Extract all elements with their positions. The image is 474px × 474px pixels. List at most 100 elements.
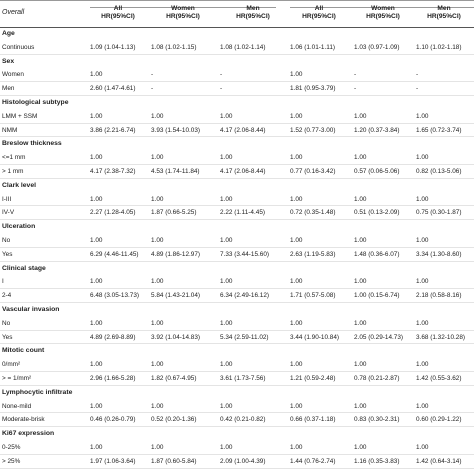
hr-cell: -: [220, 71, 223, 79]
hr-cell: 0.82 (0.13-5.06): [416, 167, 462, 175]
hr-cell: 2.09 (1.00-4.39): [220, 457, 266, 465]
hr-cell: -: [151, 71, 154, 79]
group-label: Clinical stage: [2, 264, 46, 272]
hr-cell: 0.57 (0.06-5.06): [354, 167, 400, 175]
hr-cell: 0.72 (0.35-1.48): [290, 209, 336, 217]
col-header-multi-men: Men HR(95%CI): [416, 5, 472, 21]
row-label: Men: [2, 85, 15, 93]
row-label: LMM + SSM: [2, 112, 38, 120]
hr-cell: 1.00: [354, 112, 367, 120]
table-row: I 1.00 1.00 1.00 1.00 1.00 1.00: [0, 275, 474, 290]
col-header-bottom: HR(95%CI): [101, 13, 135, 20]
row-label: No: [2, 319, 11, 327]
hr-cell: 3.92 (1.04-14.83): [151, 333, 201, 341]
col-header-multi-women: Women HR(95%CI): [354, 5, 412, 21]
row-label: > = 1/mm²: [2, 374, 32, 382]
table-group-row: Ulceration: [0, 220, 474, 234]
row-label: 2-4: [2, 292, 12, 300]
hr-cell: 0.66 (0.37-1.18): [290, 416, 336, 424]
hr-cell: -: [416, 85, 419, 93]
col-header-top: Men: [437, 5, 451, 12]
col-header-uni-men: Men HR(95%CI): [224, 5, 282, 21]
table-row: I-III 1.00 1.00 1.00 1.00 1.00 1.00: [0, 193, 474, 207]
hr-cell: 1.00: [290, 278, 303, 286]
hr-cell: 1.00: [354, 443, 367, 451]
hr-cell: 6.29 (4.46-11.45): [90, 250, 139, 258]
hr-cell: 1.00: [220, 443, 233, 451]
hr-cell: 1.00: [416, 236, 429, 244]
hr-cell: 1.00: [290, 71, 303, 79]
hr-cell: 1.00: [290, 195, 303, 203]
hr-cell: 4.89 (2.69-8.89): [90, 333, 136, 341]
hr-cell: 1.00: [90, 71, 103, 79]
hr-cell: 1.00: [220, 236, 233, 244]
hr-cell: 0.51 (0.13-2.09): [354, 209, 400, 217]
hr-cell: 0.60 (0.29-1.22): [416, 416, 462, 424]
hr-cell: 3.68 (1.32-10.28): [416, 333, 466, 341]
hr-cell: 1.00: [416, 402, 429, 410]
table-row: > 25% 1.97 (1.06-3.64) 1.87 (0.60-5.84) 2.0…: [0, 455, 474, 469]
col-header-top: All: [113, 5, 123, 12]
hr-cell: 1.16 (0.35-3.83): [354, 457, 400, 465]
hr-cell: 0.42 (0.21-0.82): [220, 416, 266, 424]
table-group-row: Mitotic count: [0, 344, 474, 358]
table-row: No 1.00 1.00 1.00 1.00 1.00 1.00: [0, 234, 474, 248]
hr-cell: 1.00: [220, 112, 233, 120]
hr-cell: 1.00: [290, 112, 303, 120]
table-row: None-mild 1.00 1.00 1.00 1.00 1.00 1.00: [0, 400, 474, 414]
col-header-top: All: [314, 5, 324, 12]
hr-cell: 1.00: [220, 154, 233, 162]
hr-cell: 0.75 (0.30-1.87): [416, 209, 462, 217]
hr-cell: 1.00: [90, 319, 103, 327]
group-label: Ki67 expression: [2, 430, 55, 438]
group-label: Ulceration: [2, 223, 36, 231]
hr-cell: 1.08 (1.02-1.14): [220, 43, 266, 51]
table-row: <=1 mm 1.00 1.00 1.00 1.00 1.00 1.00: [0, 151, 474, 165]
table-row: Moderate-brisk 0.46 (0.26-0.79) 0.52 (0.20…: [0, 413, 474, 428]
table-row: 0/mm² 1.00 1.00 1.00 1.00 1.00 1.00: [0, 358, 474, 372]
hr-cell: 0.77 (0.16-3.42): [290, 167, 336, 175]
group-label: Histological subtype: [2, 98, 69, 106]
hr-cell: 1.00: [290, 443, 303, 451]
col-header-top: Women: [171, 5, 195, 12]
row-label: NMM: [2, 126, 18, 134]
col-header-uni-all: All HR(95%CI): [92, 5, 144, 21]
table-row: > 1 mm 4.17 (2.38-7.32) 4.53 (1.74-11.84) 4…: [0, 165, 474, 179]
table-group-row: Age: [0, 27, 474, 41]
hr-cell: 1.00: [151, 443, 164, 451]
hr-cell: 1.00: [354, 361, 367, 369]
hr-cell: 3.86 (2.21-6.74): [90, 126, 136, 134]
hr-cell: 1.00: [416, 319, 429, 327]
group-label: Age: [2, 30, 15, 37]
hr-cell: -: [416, 71, 419, 79]
hr-cell: 1.00: [416, 278, 429, 286]
hr-cell: -: [151, 85, 154, 93]
row-label: I-III: [2, 195, 12, 203]
hr-cell: 4.89 (1.86-12.97): [151, 250, 201, 258]
hr-cell: 2.18 (0.58-8.16): [416, 292, 462, 300]
hr-cell: 2.05 (0.29-14.73): [354, 333, 404, 341]
hr-cell: 1.20 (0.37-3.84): [354, 126, 400, 134]
hr-cell: 4.17 (2.38-7.32): [90, 167, 136, 175]
table-row: LMM + SSM 1.00 1.00 1.00 1.00 1.00 1.00: [0, 110, 474, 124]
hr-cell: 1.21 (0.59-2.48): [290, 374, 336, 382]
table-row: Continuous 1.09 (1.04-1.13) 1.08 (1.02-1.1…: [0, 41, 474, 55]
hr-cell: 4.53 (1.74-11.84): [151, 167, 200, 175]
hr-cell: 1.00: [354, 319, 367, 327]
row-label: IV-V: [2, 209, 15, 217]
table-row: Women 1.00 - - 1.00 - -: [0, 68, 474, 83]
hr-cell: 1.87 (0.66-5.25): [151, 209, 197, 217]
hr-cell: 3.44 (1.90-10.84): [290, 333, 340, 341]
hr-cell: 2.22 (1.11-4.45): [220, 209, 265, 217]
row-label: Yes: [2, 250, 13, 258]
table-group-row: Breslow thickness: [0, 137, 474, 151]
hr-cell: 1.00: [354, 236, 367, 244]
hr-cell: 1.00: [90, 112, 103, 120]
hr-cell: 1.52 (0.77-3.00): [290, 126, 336, 134]
hr-cell: 1.00: [220, 195, 233, 203]
hr-cell: 1.00: [90, 236, 103, 244]
hr-cell: 2.63 (1.19-5.83): [290, 250, 336, 258]
hr-cell: 1.00: [151, 154, 164, 162]
col-header-bottom: HR(95%CI): [366, 13, 400, 20]
